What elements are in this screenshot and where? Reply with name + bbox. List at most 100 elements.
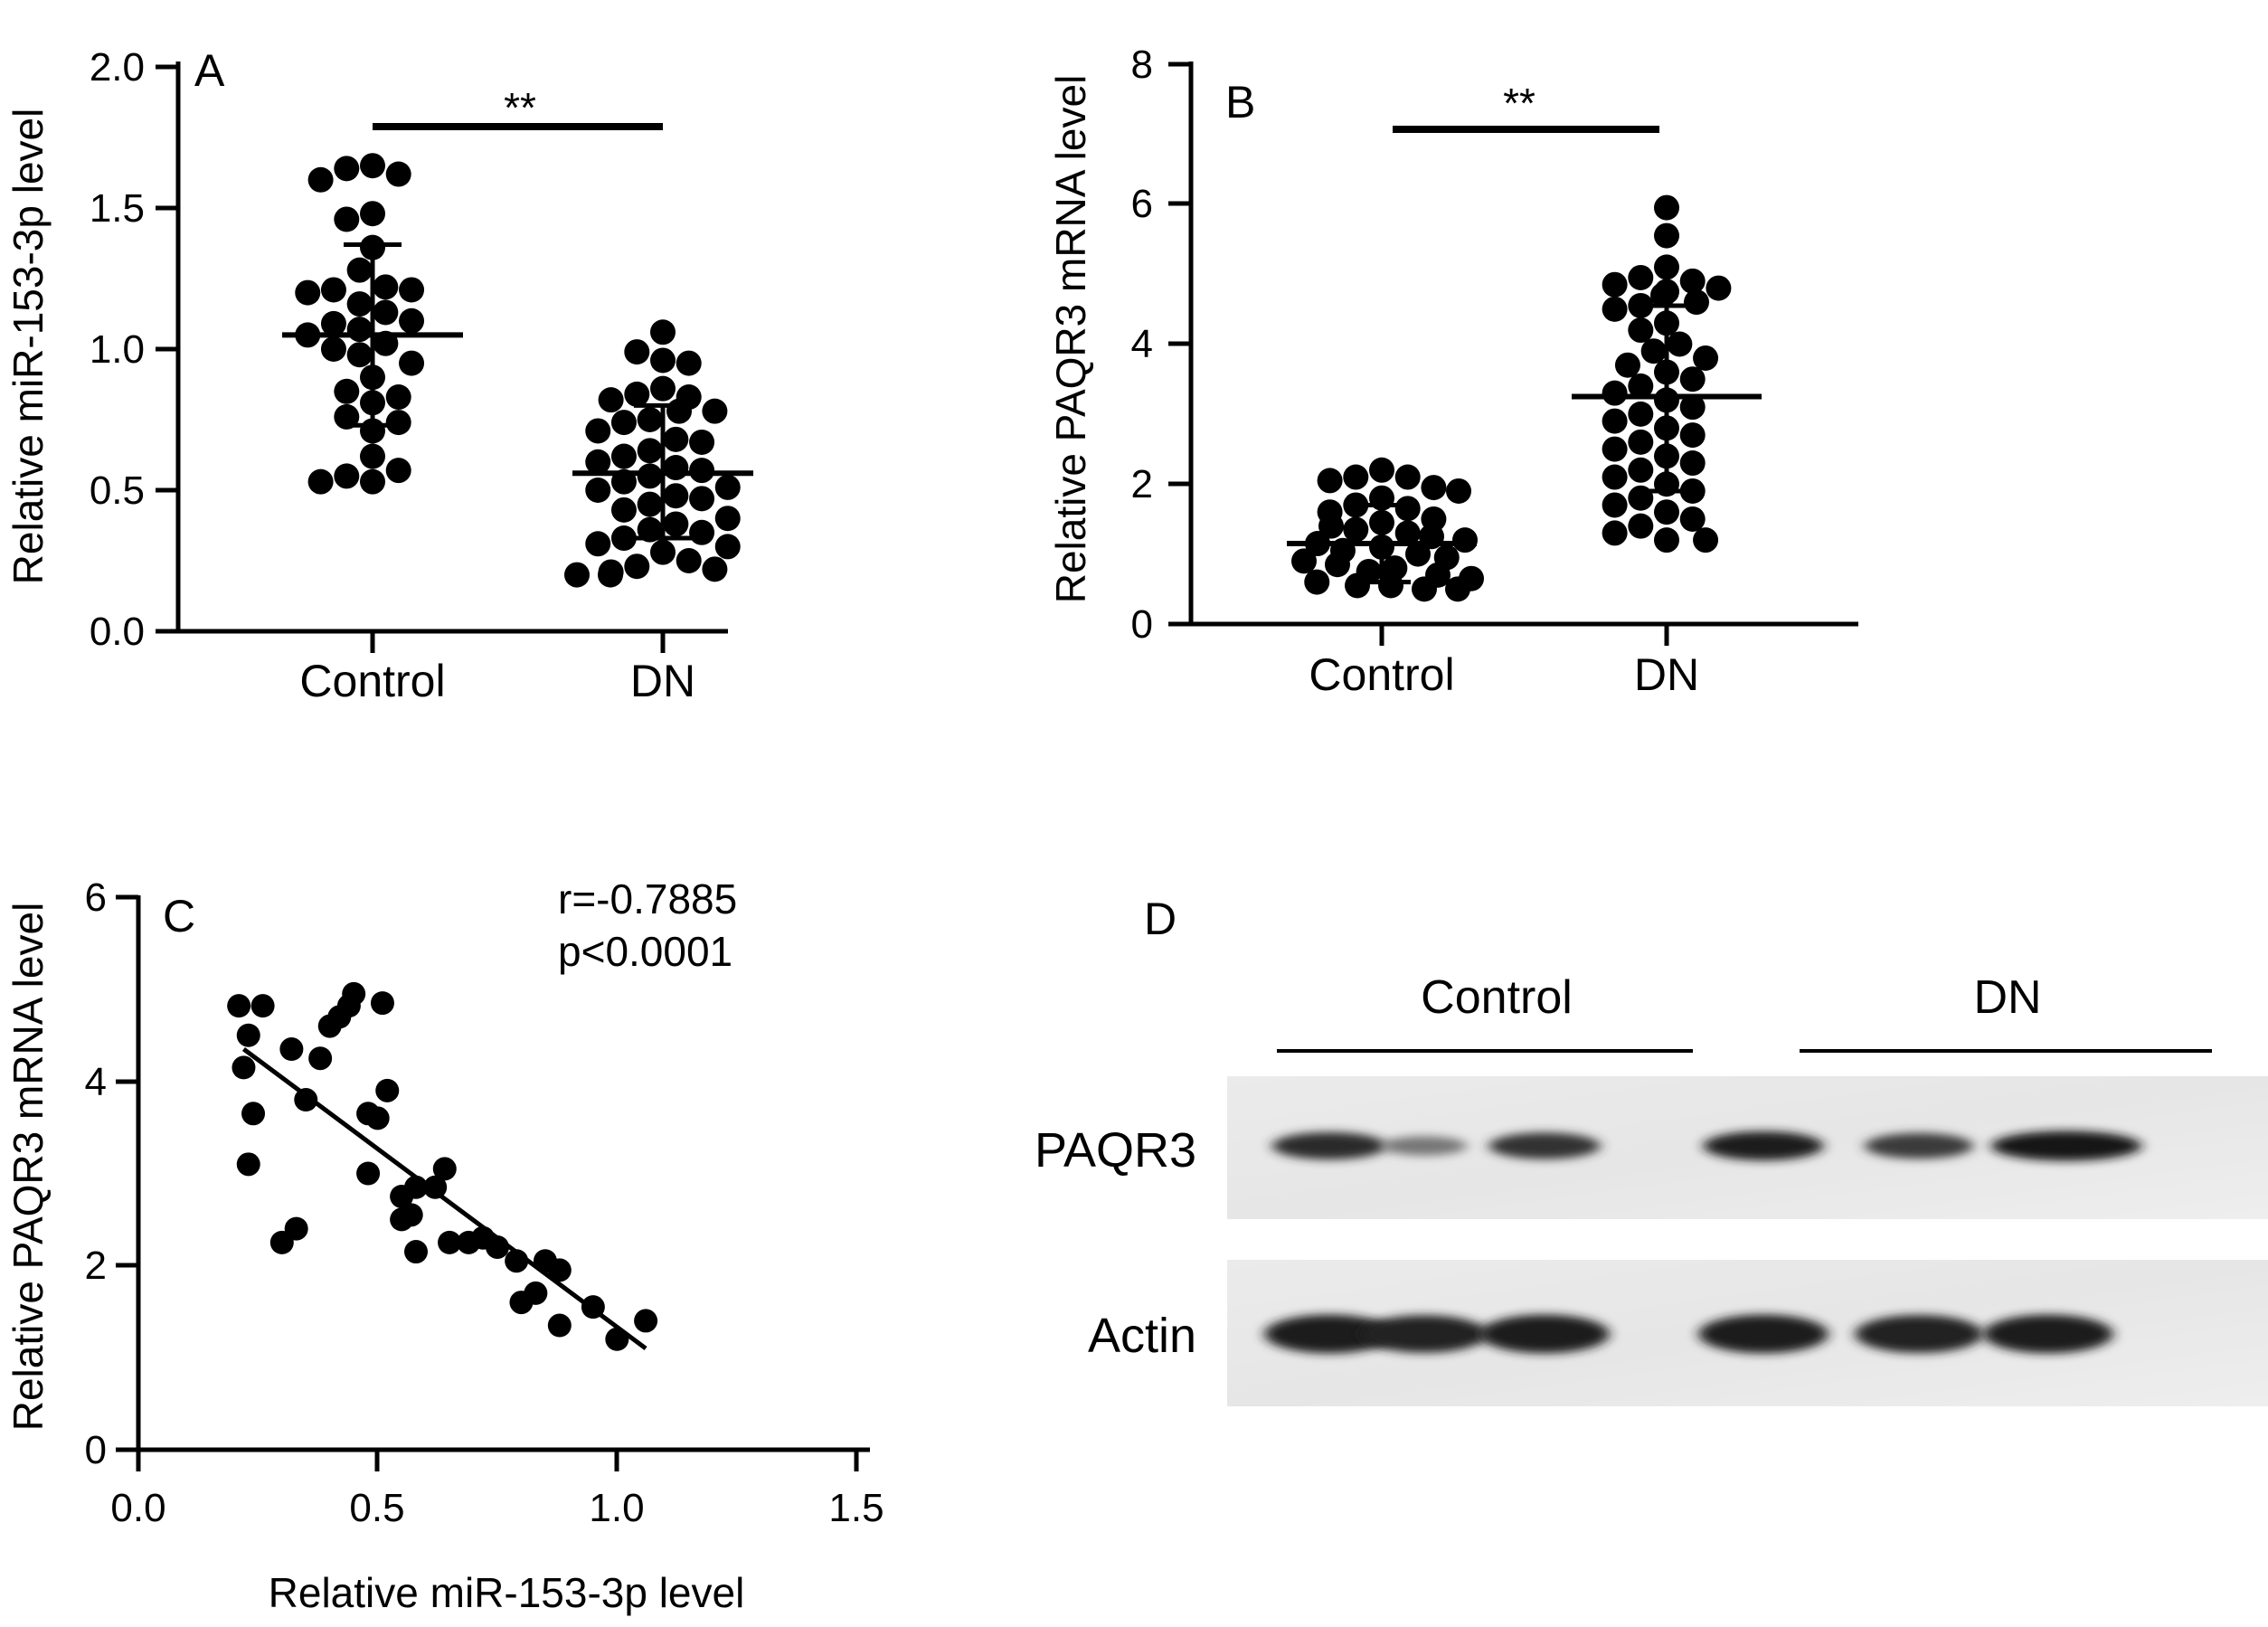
- data-point: [634, 1309, 658, 1333]
- blot-band: [1990, 1130, 2142, 1161]
- panel-a-ytick-label: 0.0: [90, 610, 145, 654]
- blot-band: [1381, 1136, 1468, 1156]
- data-point: [598, 562, 623, 588]
- data-point: [1679, 366, 1706, 393]
- data-point: [547, 1313, 572, 1338]
- data-point: [1679, 268, 1706, 294]
- panel-letter-c: C: [163, 891, 195, 941]
- blot-bands: [1264, 1130, 2142, 1354]
- panel-a-y-ticks: 0.0 0.5 1.0 1.5 2.0: [90, 45, 178, 654]
- data-point: [1602, 408, 1628, 434]
- data-point: [423, 1175, 448, 1199]
- data-point: [1394, 464, 1421, 490]
- data-point: [1325, 552, 1350, 578]
- data-point: [1614, 352, 1640, 378]
- data-point: [295, 279, 321, 306]
- data-point: [1684, 289, 1709, 316]
- data-point: [1343, 464, 1369, 490]
- data-point: [564, 562, 590, 588]
- data-point: [1706, 275, 1732, 301]
- blot-band: [1855, 1314, 1983, 1354]
- data-point: [1602, 464, 1628, 490]
- data-point: [365, 1106, 390, 1130]
- panel-c-xtick-label: 1.5: [828, 1486, 884, 1530]
- data-point: [360, 201, 385, 227]
- data-point: [624, 339, 650, 365]
- panel-letter-a: A: [194, 45, 225, 96]
- data-point: [1667, 331, 1693, 357]
- data-point: [360, 153, 385, 179]
- data-point: [1679, 506, 1706, 532]
- data-point: [1640, 338, 1667, 364]
- data-point: [1654, 222, 1679, 249]
- data-point: [598, 387, 624, 413]
- data-point: [1421, 475, 1447, 501]
- data-point: [585, 449, 611, 475]
- panel-c-xtick-label: 0.5: [349, 1486, 404, 1530]
- data-point: [1394, 496, 1421, 522]
- blot-group-label-control: Control: [1421, 971, 1573, 1024]
- data-point: [399, 277, 425, 303]
- data-point: [241, 1102, 266, 1126]
- data-point: [1693, 345, 1719, 371]
- data-point: [1650, 282, 1676, 308]
- panel-d: D Control DN PAQR3 Actin: [1035, 894, 2268, 1406]
- panel-c-ytick-label: 2: [85, 1244, 107, 1288]
- data-point: [714, 506, 741, 532]
- data-point: [1343, 516, 1369, 543]
- panel-b-ytick-label: 6: [1131, 182, 1153, 226]
- data-point: [585, 418, 611, 444]
- panel-a-ytick-label: 1.0: [90, 327, 145, 372]
- data-point: [1628, 513, 1654, 539]
- data-point: [585, 531, 611, 557]
- data-point: [1317, 468, 1343, 494]
- data-point: [637, 438, 663, 464]
- panel-c-ytick-label: 0: [85, 1428, 107, 1472]
- data-point: [1405, 541, 1431, 567]
- data-point: [346, 257, 373, 283]
- data-point: [307, 166, 334, 193]
- data-point: [346, 317, 373, 343]
- data-point: [375, 1078, 400, 1102]
- data-point: [342, 981, 366, 1006]
- data-point: [1602, 271, 1628, 298]
- data-point: [1628, 317, 1654, 344]
- blot-band: [1488, 1132, 1601, 1159]
- panel-letter-d: D: [1144, 894, 1177, 944]
- data-point: [279, 1037, 304, 1062]
- data-point: [585, 478, 611, 503]
- data-point: [1679, 450, 1706, 477]
- data-point: [610, 410, 637, 436]
- data-point: [1654, 499, 1679, 525]
- panel-a-xtick-label: DN: [630, 656, 695, 706]
- blot-row-label-actin: Actin: [1088, 1309, 1196, 1363]
- panel-a-ytick-label: 2.0: [90, 45, 145, 90]
- data-point: [1628, 457, 1654, 483]
- data-point: [385, 458, 411, 484]
- data-point: [1602, 436, 1628, 462]
- data-point: [1628, 429, 1654, 455]
- data-point: [663, 455, 689, 481]
- panel-c-correlation-p: p<0.0001: [558, 928, 732, 975]
- data-point: [294, 1088, 318, 1112]
- panel-letter-b: B: [1225, 77, 1255, 128]
- data-point: [373, 274, 399, 300]
- data-point: [334, 378, 360, 404]
- data-point: [320, 277, 346, 303]
- data-point: [1394, 520, 1421, 546]
- panel-c: C 0 2 4 6 0.0 0.5 1.0 1.5 Relative miR-1…: [5, 875, 884, 1616]
- panel-b-significance-label: **: [1503, 80, 1536, 127]
- data-point: [308, 1046, 333, 1071]
- data-point: [346, 291, 373, 317]
- data-point: [702, 398, 728, 424]
- data-point: [307, 468, 334, 495]
- panel-b: B 0 2 4 6 8 Control DN Relative PAQR3 mR…: [1047, 43, 1858, 700]
- data-point: [385, 384, 411, 411]
- data-point: [610, 443, 637, 469]
- data-point: [610, 497, 637, 523]
- panel-c-xtick-label: 1.0: [589, 1486, 644, 1530]
- data-point: [360, 443, 385, 469]
- panel-c-ytick-label: 6: [85, 875, 107, 920]
- data-point: [1445, 576, 1470, 602]
- data-point: [650, 375, 676, 402]
